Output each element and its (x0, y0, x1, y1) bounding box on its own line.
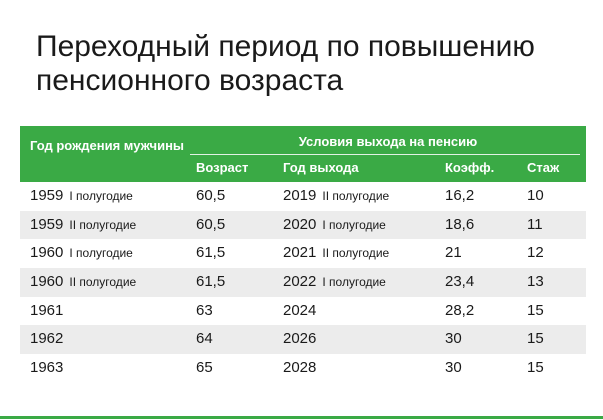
table-body: 1959 I полугодие 60,5 2019 II полугодие 16,2 1… (20, 182, 586, 383)
cell-coefficient: 23,4 (445, 268, 474, 297)
cell-coefficient: 30 (445, 325, 462, 354)
coefficient-value: 30 (445, 359, 462, 377)
cell-stazh: 13 (527, 268, 544, 297)
cell-coefficient: 28,2 (445, 297, 474, 326)
birth-half-year: I полугодие (69, 246, 133, 261)
birth-half-year: I полугодие (69, 189, 133, 203)
stazh-value: 15 (527, 359, 544, 377)
cell-coefficient: 16,2 (445, 182, 474, 211)
birth-year: 1959 (30, 187, 64, 204)
age-value: 60,5 (196, 187, 226, 204)
stazh-value: 15 (527, 301, 544, 319)
table-row: 1961 63 2024 28,2 15 (20, 297, 586, 326)
table-row: 1963 65 2028 30 15 (20, 354, 586, 383)
cell-exit-year: 2026 (283, 325, 316, 354)
cell-exit-year: 2028 (283, 354, 316, 383)
cell-exit-year: 2020 I полугодие (283, 211, 386, 240)
header-stazh: Стаж (527, 160, 560, 175)
exit-year: 2022 (283, 273, 317, 291)
age-value: 60,5 (196, 215, 226, 233)
birth-year: 1961 (30, 301, 64, 319)
cell-birth-year: 1962 (30, 325, 63, 354)
cell-birth-year: 1960 II полугодие (30, 268, 136, 297)
cell-exit-year: 2022 I полугодие (283, 268, 386, 297)
cell-age: 61,5 (196, 268, 225, 297)
cell-birth-year: 1959 II полугодие (30, 211, 136, 240)
age-value: 64 (196, 330, 213, 348)
stazh-value: 13 (527, 273, 544, 291)
cell-coefficient: 21 (445, 239, 462, 268)
table-row: 1960 II полугодие 61,5 2022 I полугодие 23,4 1… (20, 268, 586, 297)
coefficient-value: 28,2 (445, 301, 475, 319)
cell-birth-year: 1963 (30, 354, 63, 383)
age-value: 61,5 (196, 273, 226, 291)
exit-half-year: I полугодие (322, 275, 386, 290)
cell-coefficient: 30 (445, 354, 462, 383)
header-exit-year: Год выхода (283, 160, 359, 175)
coefficient-value: 16,2 (445, 187, 475, 204)
coefficient-value: 23,4 (445, 273, 475, 291)
header-divider (190, 154, 580, 155)
age-value: 63 (196, 301, 213, 319)
table-header: Год рождения мужчины Условия выхода на п… (20, 126, 586, 182)
stazh-value: 15 (527, 330, 544, 348)
birth-half-year: II полугодие (69, 275, 137, 290)
cell-stazh: 15 (527, 325, 544, 354)
cell-exit-year: 2024 (283, 297, 316, 326)
exit-year: 2026 (283, 330, 317, 348)
header-coefficient: Коэфф. (445, 160, 495, 175)
bottom-divider (0, 416, 603, 419)
cell-exit-year: 2021 II полугодие (283, 239, 389, 268)
exit-year: 2021 (283, 244, 317, 262)
cell-birth-year: 1961 (30, 297, 63, 326)
exit-year: 2020 (283, 215, 317, 233)
coefficient-value: 21 (445, 244, 462, 262)
cell-stazh: 15 (527, 297, 544, 326)
birth-year: 1960 (30, 244, 64, 262)
age-value: 61,5 (196, 244, 226, 262)
birth-year: 1962 (30, 330, 64, 348)
exit-year: 2019 (283, 187, 317, 204)
header-age: Возраст (196, 160, 249, 175)
table-row: 1959 II полугодие 60,5 2020 I полугодие 18,6 1… (20, 210, 586, 240)
cell-age: 61,5 (196, 239, 225, 268)
cell-stazh: 11 (527, 211, 543, 240)
cell-age: 63 (196, 297, 213, 326)
cell-age: 65 (196, 354, 213, 383)
cell-age: 60,5 (196, 211, 225, 240)
cell-stazh: 12 (527, 239, 544, 268)
stazh-value: 11 (527, 215, 543, 233)
stazh-value: 10 (527, 187, 544, 204)
table-row: 1962 64 2026 30 15 (20, 325, 586, 355)
cell-age: 64 (196, 325, 213, 354)
coefficient-value: 18,6 (445, 215, 475, 233)
header-birth-year: Год рождения мужчины (30, 138, 185, 153)
exit-half-year: I полугодие (322, 217, 386, 232)
cell-birth-year: 1959 I полугодие (30, 182, 133, 211)
cell-stazh: 10 (527, 182, 544, 211)
age-value: 65 (196, 359, 213, 377)
title-line-2: пенсионного возраста (36, 64, 344, 97)
birth-year: 1960 (30, 273, 64, 291)
cell-birth-year: 1960 I полугодие (30, 239, 133, 268)
table-row: 1960 I полугодие 61,5 2021 II полугодие 21 12 (20, 239, 586, 268)
cell-exit-year: 2019 II полугодие (283, 182, 389, 211)
birth-year: 1963 (30, 359, 64, 377)
birth-year: 1959 (30, 215, 64, 233)
exit-half-year: II полугодие (322, 189, 390, 203)
exit-year: 2028 (283, 359, 317, 377)
stazh-value: 12 (527, 244, 544, 262)
exit-year: 2024 (283, 301, 317, 319)
cell-coefficient: 18,6 (445, 211, 474, 240)
retirement-table: Год рождения мужчины Условия выхода на п… (20, 126, 586, 383)
table-row: 1959 I полугодие 60,5 2019 II полугодие 16,2 1… (20, 182, 586, 211)
header-exit-conditions: Условия выхода на пенсию (298, 134, 478, 149)
title-line-1: Переходный период по повышению (36, 30, 535, 63)
page-title: Переходный период по повышению пенсионно… (36, 30, 586, 98)
cell-stazh: 15 (527, 354, 544, 383)
exit-half-year: II полугодие (322, 246, 390, 261)
birth-half-year: II полугодие (69, 217, 137, 232)
cell-age: 60,5 (196, 182, 225, 211)
coefficient-value: 30 (445, 330, 462, 348)
